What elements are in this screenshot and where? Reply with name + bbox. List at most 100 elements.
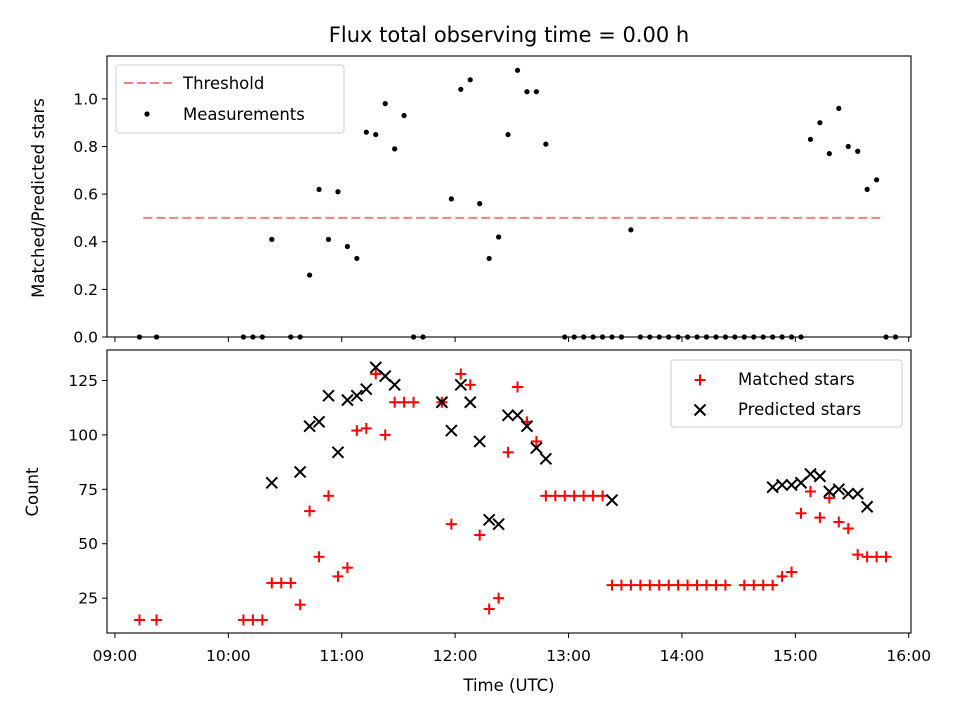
matched-star-point [719, 579, 731, 591]
matched-star-point [833, 516, 845, 528]
matched-star-point [568, 490, 580, 502]
bottom-xtick-label: 12:00 [433, 647, 478, 665]
matched-star-point [587, 490, 599, 502]
matched-star-point [389, 396, 401, 408]
measurement-point [458, 86, 464, 92]
legend-matched-label: Matched stars [738, 370, 855, 389]
predicted-star-point-b [369, 361, 382, 374]
measurement-point [533, 89, 540, 95]
predicted-star-point-b [539, 452, 553, 466]
legend-matched-swatch [694, 374, 706, 386]
matched-star-point [634, 579, 646, 591]
predicted-star-point-b [813, 470, 827, 483]
predicted-star-point [851, 487, 864, 500]
predicted-star-point [435, 396, 449, 409]
measurement-point [392, 146, 398, 152]
predicted-star-point [322, 389, 335, 402]
matched-star-point [323, 490, 335, 502]
matched-star-point [379, 429, 391, 441]
predicted-star-point-b [482, 513, 496, 527]
matched-star-point [786, 566, 798, 578]
predicted-star-point [530, 441, 543, 455]
matched-star-point [852, 549, 864, 561]
matched-star-point [493, 592, 505, 604]
predicted-star-point [341, 393, 354, 407]
predicted-star-point [860, 500, 874, 513]
matched-star-point [370, 368, 382, 380]
predicted-star-point-b [388, 378, 401, 392]
measurement-point [382, 101, 388, 107]
predicted-star-point-b [322, 389, 335, 402]
bottom-xtick-label: 11:00 [319, 647, 364, 665]
matched-star-point [332, 570, 344, 582]
top-axes-ticks: 0.0 0.2 0.4 0.6 0.8 1.0 [73, 90, 910, 347]
matched-star-point [861, 551, 873, 563]
matched-star-point [757, 579, 769, 591]
bottom-xtick-label: 16:00 [886, 647, 931, 665]
predicted-star-point-b [804, 467, 817, 481]
bottom-legend-box [670, 359, 903, 428]
predicted-star-point-b [331, 446, 345, 459]
measurement-point [363, 129, 369, 135]
measurement-point [855, 148, 861, 154]
predicted-star-point-b [293, 465, 307, 479]
bottom-ytick-label: 100 [68, 426, 98, 444]
measurement-point [354, 255, 360, 262]
matched-star-point [842, 523, 854, 535]
predicted-star-point [388, 378, 401, 392]
matched-star-point [360, 422, 372, 434]
matched-star-point [341, 562, 353, 574]
measurement-point [817, 120, 823, 126]
measurement-point [543, 141, 549, 147]
predicted-star-point-b [832, 483, 846, 496]
legend-matched-marker [694, 374, 706, 386]
measurement-point [628, 227, 634, 233]
matched-star-point [483, 603, 495, 615]
matched-star-point [691, 579, 703, 591]
predicted-star-point-b [360, 382, 373, 396]
bottom-xtick-label: 10:00 [206, 647, 251, 665]
predicted-star-point-b [341, 393, 354, 407]
predicted-star-point [605, 494, 619, 507]
measurement-point [316, 186, 322, 192]
predicted-star-point-b [378, 369, 392, 383]
predicted-star-point [331, 446, 345, 459]
matched-star-point [767, 579, 779, 591]
predicted-star-point [360, 382, 373, 396]
bottom-ytick-label: 25 [78, 590, 98, 608]
matched-star-point [823, 492, 835, 504]
measurement-point [514, 67, 521, 73]
predicted-star-point [775, 478, 789, 492]
predicted-star-point [454, 378, 468, 392]
matched-star-point [275, 577, 287, 589]
predicted-star-point [473, 435, 486, 448]
matched-star-point [663, 579, 675, 591]
predicted-star-point [823, 485, 836, 498]
predicted-star-point-b [454, 378, 468, 392]
measurement-point [826, 151, 832, 157]
predicted-star-point [464, 396, 477, 409]
bottom-axes-frame [106, 349, 912, 634]
predicted-star-point [293, 465, 307, 479]
matched-star-point [294, 599, 306, 611]
matched-star-point [237, 614, 249, 626]
top-ytick-label: 0.4 [73, 233, 98, 251]
predicted-star-point-b [842, 487, 855, 500]
predicted-star-point [842, 487, 855, 500]
bottom-axes-ticks: 25 50 75 100 125 09:00 10:00 11:00 12:00 13:00 14:… [68, 372, 931, 665]
matched-star-point [313, 551, 325, 563]
measurement-point [845, 143, 851, 150]
top-panel: Flux total observing time = 0.00 h Match… [29, 23, 912, 347]
top-ytick-label: 1.0 [73, 90, 98, 108]
predicted-star-point-b [435, 396, 449, 409]
bottom-y-axis-label: Count [23, 467, 42, 517]
predicted-star-point-b [312, 415, 326, 429]
measurement-point [325, 236, 332, 242]
measurement-point [344, 243, 351, 250]
matched-star-point [578, 490, 590, 502]
matched-star-point [672, 579, 684, 591]
predicted-star-point-b [303, 419, 316, 433]
legend-threshold-label: Threshold [182, 74, 264, 93]
predicted-star-point-b [605, 494, 619, 507]
predicted-star-point-b [785, 478, 798, 492]
